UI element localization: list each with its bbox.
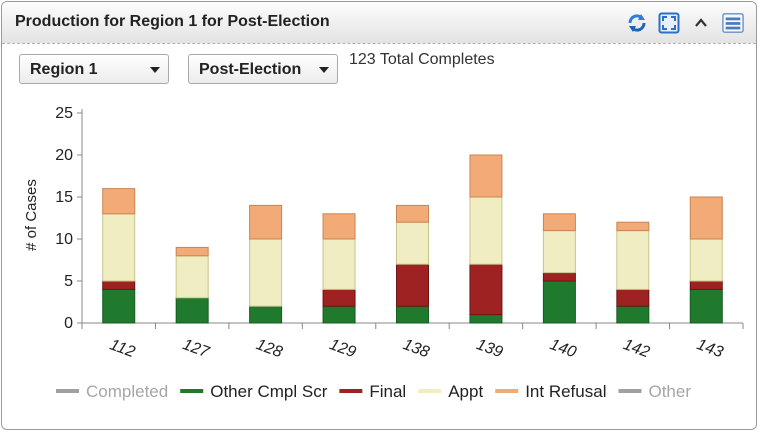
bar-segment-appt[interactable] <box>542 230 576 274</box>
legend-label: Other Cmpl Scr <box>210 382 327 401</box>
bar-segment-final[interactable] <box>542 272 576 282</box>
bar-segment-appt[interactable] <box>469 196 503 265</box>
legend-label: Completed <box>86 382 168 401</box>
bar-segment-int-refusal[interactable] <box>396 204 429 223</box>
bar-segment-int-refusal[interactable] <box>542 213 576 232</box>
stacked-bar-chart: # of Cases 0 5 10 15 20 25 112 127 128 129 138 139… <box>23 105 744 401</box>
total-completes: 123 Total Completes <box>349 51 495 68</box>
legend-label: Appt <box>448 382 483 401</box>
legend-item-completed[interactable]: Completed <box>56 382 168 401</box>
bar-segment-other-cmpl-scr[interactable] <box>396 305 429 324</box>
phase-select-caret-icon <box>319 67 329 73</box>
y-tick-label: 25 <box>55 105 73 122</box>
bar-segment-final[interactable] <box>102 280 136 290</box>
bar-segment-int-refusal[interactable] <box>249 204 283 240</box>
bar-segment-other-cmpl-scr[interactable] <box>616 305 650 324</box>
bar-segment-int-refusal[interactable] <box>469 154 503 198</box>
x-tick-label: 127 <box>180 336 212 361</box>
menu-icon[interactable] <box>722 12 744 34</box>
x-tick-label: 139 <box>474 336 505 361</box>
legend-item-other-cmpl-scr[interactable]: Other Cmpl Scr <box>180 382 328 401</box>
legend-item-final[interactable]: Final <box>339 382 406 401</box>
bar-segment-int-refusal[interactable] <box>102 188 136 215</box>
bar-segment-int-refusal[interactable] <box>322 213 356 240</box>
bar-segment-other-cmpl-scr[interactable] <box>542 280 576 324</box>
maximize-icon[interactable] <box>658 12 680 34</box>
bar-segment-int-refusal[interactable] <box>175 246 209 257</box>
x-tick-label: 140 <box>547 336 578 361</box>
y-axis: 0 5 10 15 20 25 <box>55 105 83 332</box>
bar-segment-other-cmpl-scr[interactable] <box>175 297 209 324</box>
legend-item-int-refusal[interactable]: Int Refusal <box>495 382 606 401</box>
bar-segment-appt[interactable] <box>249 238 283 307</box>
legend-label: Other <box>648 382 691 401</box>
bar-segment-final[interactable] <box>689 280 723 290</box>
bar-segment-final[interactable] <box>322 288 356 307</box>
bar-segment-final[interactable] <box>616 288 650 307</box>
region-select[interactable]: Region 1 <box>19 54 169 84</box>
legend: Completed Other Cmpl Scr Final Appt Int Refu… <box>56 382 691 401</box>
x-tick-label: 128 <box>254 336 285 361</box>
bar-segment-other-cmpl-scr[interactable] <box>689 288 723 324</box>
panel-header: Production for Region 1 for Post-Electio… <box>2 2 756 44</box>
y-tick-label: 20 <box>55 147 73 164</box>
region-select-value: Region 1 <box>30 61 98 78</box>
bar-segment-appt[interactable] <box>322 238 356 290</box>
bar-segment-appt[interactable] <box>396 221 429 265</box>
x-axis: 112 127 128 129 138 139 140 142 143 <box>81 322 744 362</box>
x-tick-label: 129 <box>327 336 358 361</box>
bar-segment-other-cmpl-scr[interactable] <box>249 305 283 324</box>
phase-select-value: Post-Election <box>199 61 302 78</box>
x-tick-label: 142 <box>621 336 652 361</box>
legend-label: Final <box>369 382 406 401</box>
bar-segment-final[interactable] <box>396 263 429 307</box>
bar-segment-appt[interactable] <box>689 238 723 282</box>
y-tick-label: 0 <box>64 315 73 332</box>
bar-segment-appt[interactable] <box>175 255 209 299</box>
refresh-icon[interactable] <box>626 12 648 34</box>
bar-segment-final[interactable] <box>469 263 503 316</box>
y-tick-label: 10 <box>55 231 73 248</box>
x-tick-label: 143 <box>694 336 725 361</box>
bars <box>102 154 723 324</box>
bar-segment-other-cmpl-scr[interactable] <box>469 314 503 324</box>
y-tick-label: 15 <box>55 189 73 206</box>
x-tick-label: 138 <box>401 336 432 361</box>
panel-title: Production for Region 1 for Post-Electio… <box>15 13 330 30</box>
region-select-caret-icon <box>150 67 160 73</box>
bar-segment-other-cmpl-scr[interactable] <box>102 288 136 324</box>
phase-select[interactable]: Post-Election <box>188 54 338 84</box>
legend-item-other[interactable]: Other <box>618 382 691 401</box>
bar-segment-int-refusal[interactable] <box>689 196 723 240</box>
bar-segment-other-cmpl-scr[interactable] <box>322 305 356 324</box>
bar-segment-int-refusal[interactable] <box>616 221 650 232</box>
collapse-icon[interactable] <box>690 12 712 34</box>
bar-segment-appt[interactable] <box>616 230 650 290</box>
x-tick-label: 112 <box>107 336 137 361</box>
y-tick-label: 5 <box>64 273 73 290</box>
y-axis-label: # of Cases <box>23 179 40 251</box>
legend-item-appt[interactable]: Appt <box>418 382 483 401</box>
legend-label: Int Refusal <box>525 382 606 401</box>
header-toolbar <box>626 11 744 35</box>
bar-segment-appt[interactable] <box>102 213 136 282</box>
